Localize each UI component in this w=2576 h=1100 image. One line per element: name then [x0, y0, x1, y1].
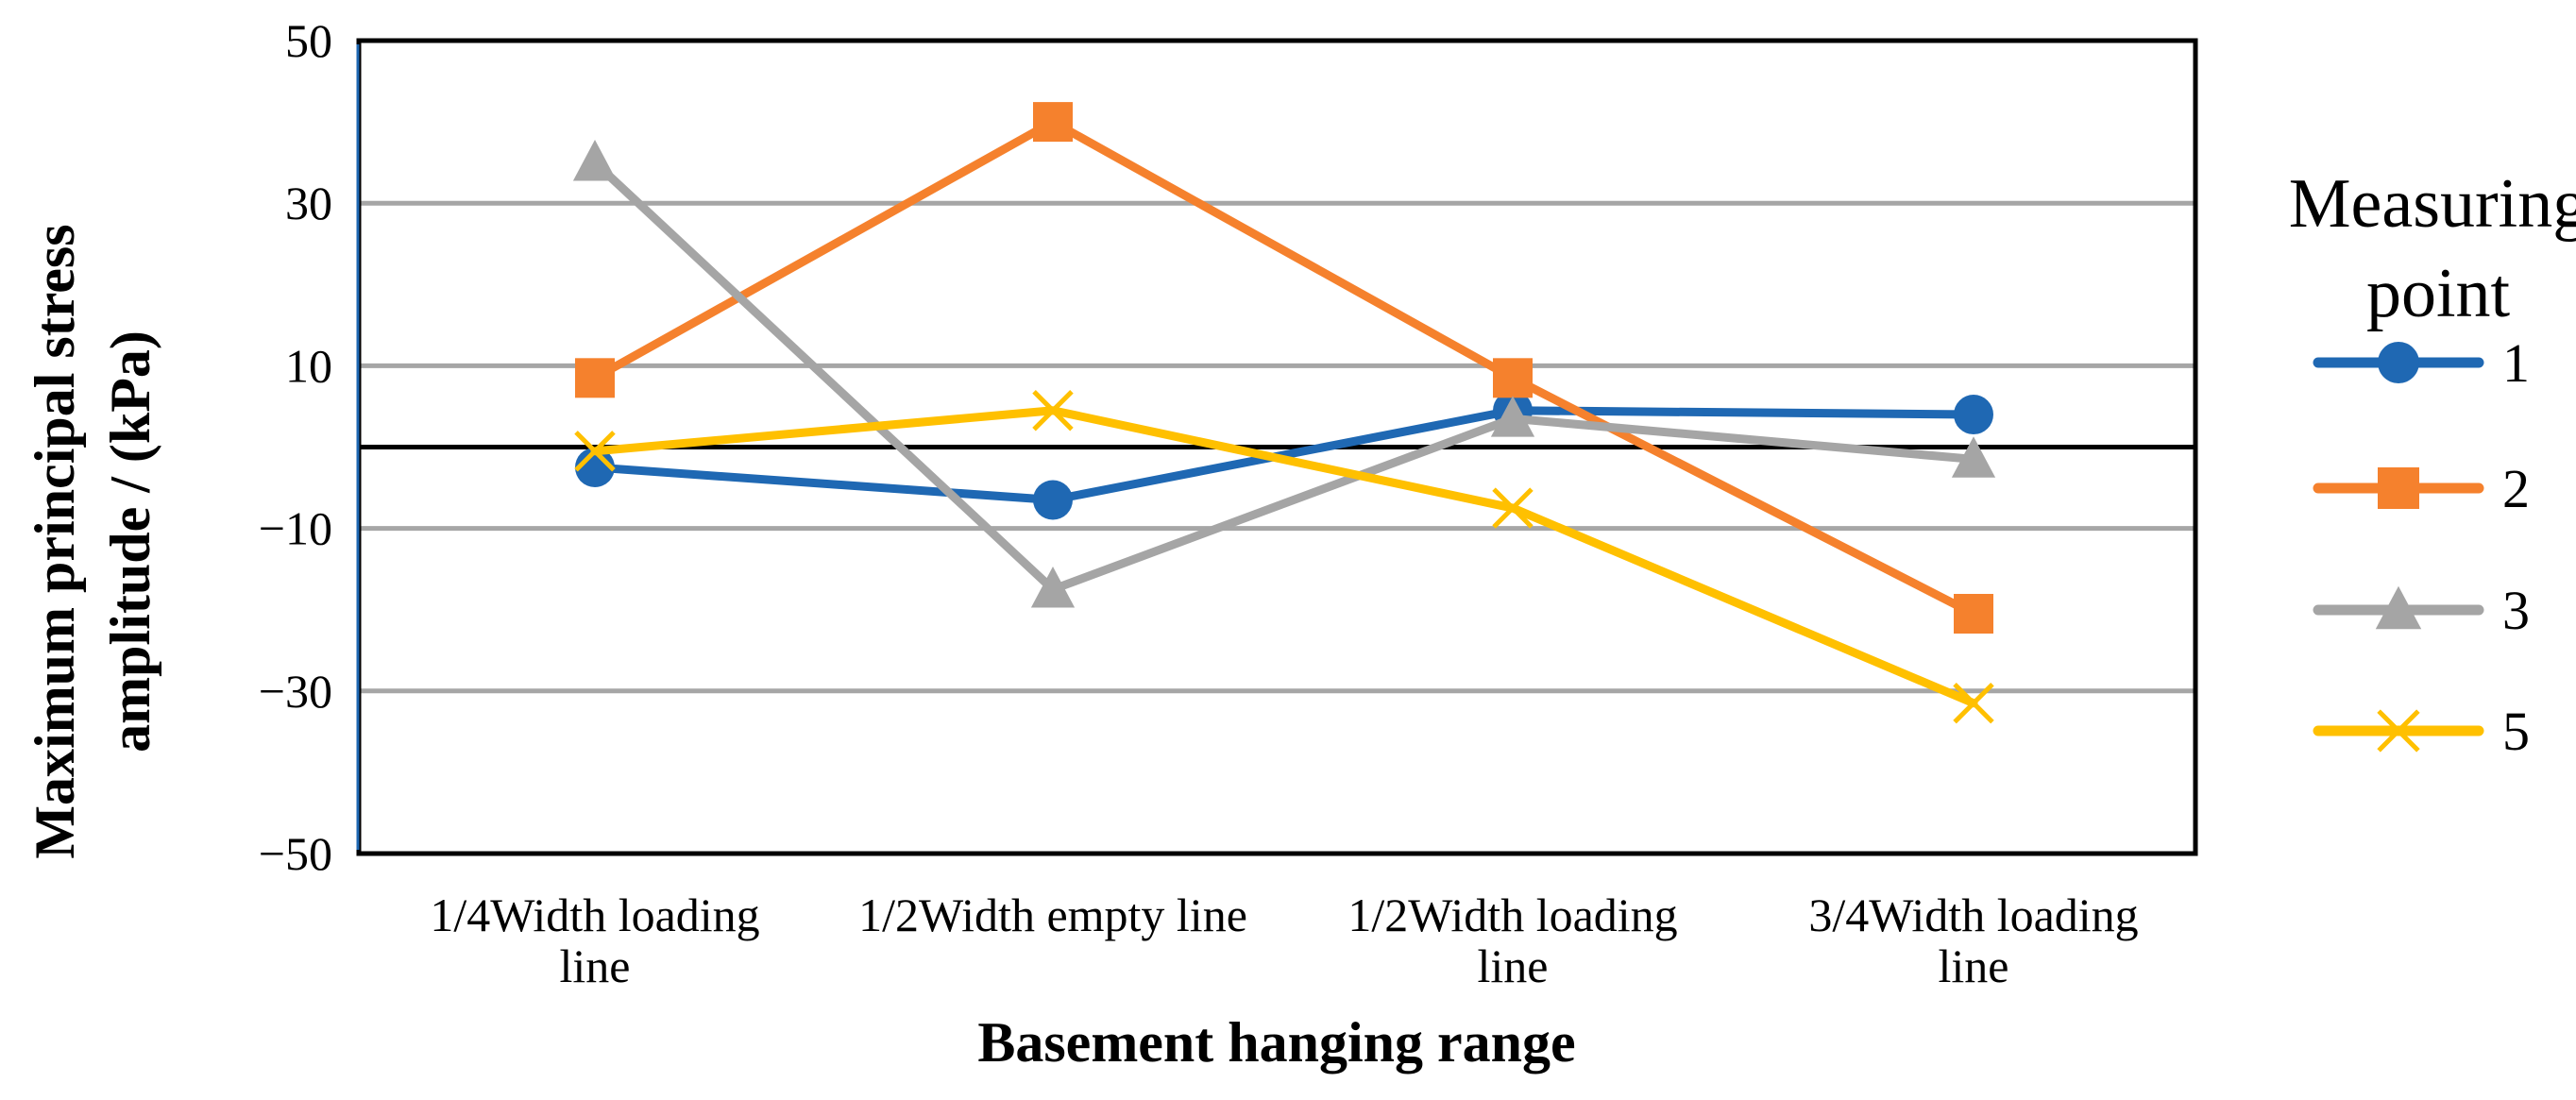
- y-tick-label: 50: [285, 14, 332, 67]
- y-tick-label: 10: [285, 339, 332, 392]
- legend-marker-1: [2378, 342, 2419, 383]
- data-point-series-1: [575, 448, 615, 488]
- x-category-label: line: [1478, 939, 1549, 992]
- data-point-series-3: [1951, 436, 1996, 478]
- y-tick-label: −30: [259, 665, 332, 718]
- x-axis-title: Basement hanging range: [977, 1011, 1575, 1074]
- data-point-series-5: [1032, 390, 1074, 432]
- x-category-label: line: [1939, 939, 2009, 992]
- x-category-label: 3/4Width loading: [1808, 888, 2138, 941]
- data-point-series-5: [1492, 487, 1534, 529]
- data-point-series-3: [1030, 567, 1076, 608]
- data-point-series-5: [574, 431, 616, 472]
- data-point-series-3: [572, 140, 618, 181]
- legend-label: 1: [2502, 332, 2530, 394]
- x-category-label: 1/2Width loading: [1347, 888, 1677, 941]
- data-point-series-1: [1954, 395, 1993, 435]
- y-axis-title: Maximum principal stress: [24, 224, 86, 858]
- data-point-series-2: [1033, 102, 1073, 143]
- data-point-series-3: [1490, 396, 1535, 437]
- x-category-label: line: [560, 939, 631, 992]
- legend-title: point: [2366, 255, 2511, 332]
- legend-label: 5: [2502, 701, 2530, 762]
- data-point-series-1: [1033, 480, 1073, 520]
- data-point-series-5: [1953, 682, 1994, 724]
- data-point-series-2: [575, 358, 615, 398]
- x-category-label: 1/4Width loading: [430, 888, 759, 941]
- series-line-3: [590, 158, 1978, 594]
- data-point-series-2: [1954, 594, 1993, 635]
- y-tick-label: −50: [259, 827, 332, 880]
- legend-label: 3: [2502, 580, 2530, 641]
- legend-marker-3: [2375, 585, 2422, 630]
- series-line-2: [590, 117, 1978, 618]
- y-axis-title: amplitude / (kPa): [99, 330, 161, 753]
- y-tick-label: 30: [285, 177, 332, 229]
- data-point-series-2: [1493, 358, 1533, 398]
- legend-marker-5: [2377, 709, 2420, 753]
- legend-label: 2: [2502, 458, 2530, 519]
- y-tick-label: −10: [259, 502, 332, 555]
- x-category-label: 1/2Width empty line: [858, 888, 1247, 941]
- legend-marker-2: [2378, 467, 2419, 509]
- series-line-5: [590, 406, 1978, 708]
- legend-title: Measuring: [2289, 165, 2576, 243]
